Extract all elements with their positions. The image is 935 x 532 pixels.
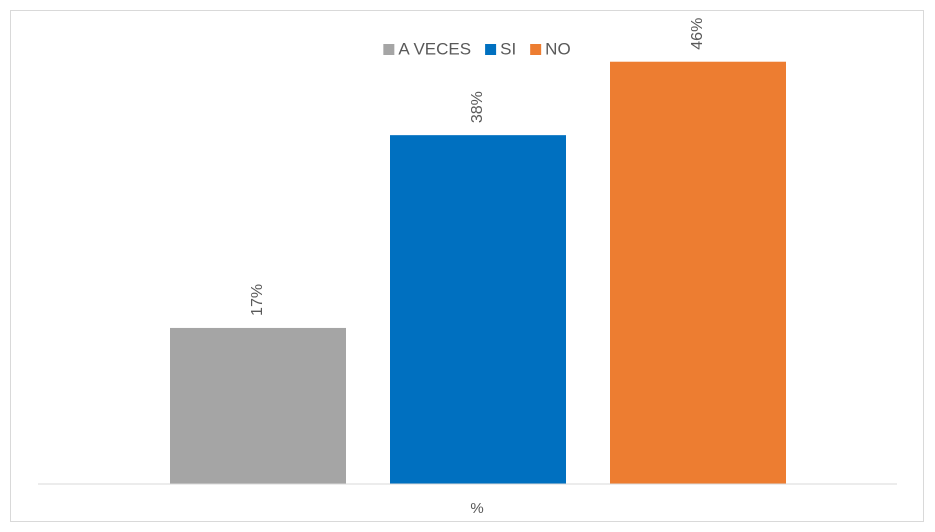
data-label-no: 46% [689,18,706,50]
data-labels: 17% 38% 46% [249,18,706,316]
bar-si [390,135,566,484]
data-label-si: 38% [469,91,486,123]
bar-a-veces [170,327,346,484]
bars [170,61,786,484]
bar-no [610,61,786,484]
legend-swatch-a-veces [383,44,395,55]
legend-label-a-veces: A VECES [398,39,471,58]
data-label-a-veces: 17% [249,284,266,316]
x-axis-category-label: % [470,500,483,517]
legend-label-si: SI [500,39,516,58]
legend-label-no: NO [545,39,571,58]
legend-swatch-si [485,44,497,55]
legend: A VECES SI NO [383,39,571,58]
legend-swatch-no [530,44,542,55]
